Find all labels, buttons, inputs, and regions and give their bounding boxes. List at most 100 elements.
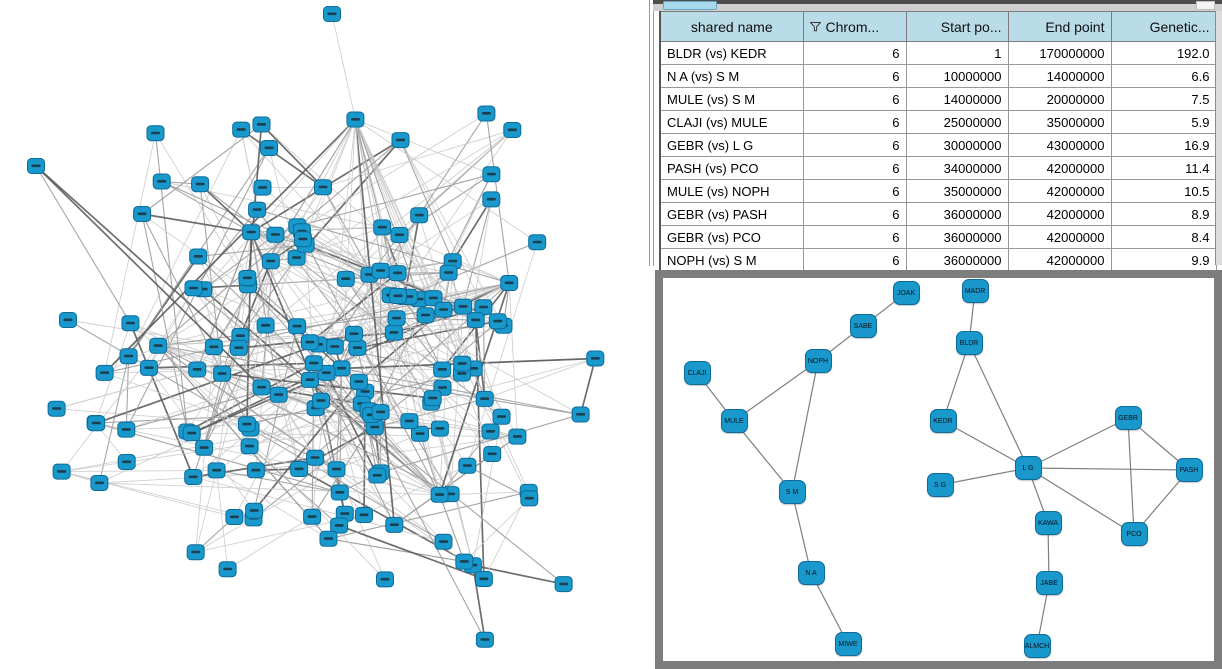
cell-genetic[interactable]: 192.0 [1110,41,1217,65]
network-edge [270,260,336,347]
cell-genetic[interactable]: 6.6 [1110,64,1217,88]
cell-genetic[interactable]: 8.4 [1110,225,1217,249]
cell-genetic[interactable]: 9.9 [1110,248,1217,273]
cell-start_point[interactable]: 35000000 [905,179,1009,203]
cell-shared_name[interactable]: MULE (vs) NOPH [659,179,804,203]
cell-shared_name[interactable]: CLAJI (vs) MULE [659,110,804,134]
cell-end_point[interactable]: 42000000 [1007,248,1112,273]
cell-chromosome[interactable]: 6 [802,64,907,88]
cell-shared_name[interactable]: NOPH (vs) S M [659,248,804,273]
graph-node-MULE[interactable]: MULE [720,409,748,433]
cell-chromosome[interactable]: 6 [802,225,907,249]
table-tab-fragment[interactable] [663,1,717,10]
table-row[interactable]: MULE (vs) S M 6 14000000 20000000 7.5 [659,87,1217,111]
graph-node-KAWA[interactable]: KAWA [1034,511,1062,535]
network-node-label [414,213,424,217]
cell-genetic[interactable]: 5.9 [1110,110,1217,134]
column-header-end_point[interactable]: End point [1007,11,1112,42]
graph-node-BLDR[interactable]: BLDR [955,331,983,355]
cell-start_point[interactable]: 25000000 [905,110,1009,134]
main-network-view[interactable] [0,0,648,669]
cell-chromosome[interactable]: 6 [802,87,907,111]
cell-start_point[interactable]: 30000000 [905,133,1009,157]
cell-end_point[interactable]: 42000000 [1007,179,1112,203]
cell-genetic[interactable]: 8.9 [1110,202,1217,226]
cell-end_point[interactable]: 43000000 [1007,133,1112,157]
graph-node-PASH[interactable]: PASH [1175,458,1203,482]
cell-start_point[interactable]: 34000000 [905,156,1009,180]
cell-genetic[interactable]: 10.5 [1110,179,1217,203]
graph-node-SABE[interactable]: SABE [849,314,877,338]
table-row[interactable]: PASH (vs) PCO 6 34000000 42000000 11.4 [659,156,1217,180]
table-row[interactable]: MULE (vs) NOPH 6 35000000 42000000 10.5 [659,179,1217,203]
cell-genetic[interactable]: 11.4 [1110,156,1217,180]
table-row[interactable]: GEBR (vs) L G 6 30000000 43000000 16.9 [659,133,1217,157]
network-node-label [31,164,41,168]
column-header-shared_name[interactable]: shared name [659,11,804,42]
cell-shared_name[interactable]: GEBR (vs) PASH [659,202,804,226]
graph-node-LG[interactable]: L G [1014,456,1042,480]
graph-node-NA[interactable]: N A [797,561,825,585]
cell-chromosome[interactable]: 6 [802,133,907,157]
cell-shared_name[interactable]: N A (vs) S M [659,64,804,88]
cell-chromosome[interactable]: 6 [802,156,907,180]
graph-node-GEBR[interactable]: GEBR [1114,406,1142,430]
cell-chromosome[interactable]: 6 [802,248,907,273]
cell-shared_name[interactable]: BLDR (vs) KEDR [659,41,804,65]
column-header-start_point[interactable]: Start po... [905,11,1009,42]
table-row[interactable]: GEBR (vs) PCO 6 36000000 42000000 8.4 [659,225,1217,249]
graph-node-ALMCH[interactable]: ALMCH [1023,634,1051,658]
graph-node-KEDR[interactable]: KEDR [929,409,957,433]
cell-chromosome[interactable]: 6 [802,110,907,134]
graph-node-PCO[interactable]: PCO [1120,522,1148,546]
table-row[interactable]: CLAJI (vs) MULE 6 25000000 35000000 5.9 [659,110,1217,134]
network-node-label [458,305,468,308]
panel-splitter-line[interactable] [649,0,650,266]
cell-genetic[interactable]: 7.5 [1110,87,1217,111]
table-row[interactable]: GEBR (vs) PASH 6 36000000 42000000 8.9 [659,202,1217,226]
graph-node-MADR[interactable]: MADR [961,279,989,303]
cell-end_point[interactable]: 42000000 [1007,202,1112,226]
detail-network-panel[interactable]: JOAK MADR SABE BLDR NOPH CLAJI GEBR MULE KEDR L G… [655,270,1222,669]
cell-end_point[interactable]: 14000000 [1007,64,1112,88]
table-scroll-button-fragment[interactable] [1196,1,1215,10]
network-edge [141,213,252,234]
graph-node-SG[interactable]: S G [926,473,954,497]
cell-end_point[interactable]: 20000000 [1007,87,1112,111]
graph-node-CLAJI[interactable]: CLAJI [683,361,711,385]
cell-start_point[interactable]: 36000000 [905,202,1009,226]
table-row[interactable]: NOPH (vs) S M 6 36000000 42000000 9.9 [659,248,1217,273]
cell-end_point[interactable]: 42000000 [1007,225,1112,249]
network-node-label [341,277,351,280]
cell-shared_name[interactable]: GEBR (vs) L G [659,133,804,157]
cell-end_point[interactable]: 42000000 [1007,156,1112,180]
cell-chromosome[interactable]: 6 [802,179,907,203]
column-header-genetic[interactable]: Genetic... [1110,11,1217,42]
table-row[interactable]: N A (vs) S M 6 10000000 14000000 6.6 [659,64,1217,88]
graph-node-JABE[interactable]: JABE [1035,571,1063,595]
column-header-chromosome[interactable]: Chrom... [802,11,907,42]
filter-funnel-icon[interactable] [809,21,821,32]
table-vertical-scrollbar[interactable] [1215,11,1222,265]
cell-start_point[interactable]: 36000000 [905,248,1009,273]
panel-splitter-line[interactable] [653,0,654,266]
network-node-label [330,345,340,348]
network-edge [472,416,502,566]
cell-start_point[interactable]: 10000000 [905,64,1009,88]
cell-chromosome[interactable]: 6 [802,202,907,226]
graph-node-JOAK[interactable]: JOAK [892,281,920,305]
graph-node-SM[interactable]: S M [778,480,806,504]
cell-start_point[interactable]: 36000000 [905,225,1009,249]
cell-chromosome[interactable]: 6 [802,41,907,65]
graph-node-NOPH[interactable]: NOPH [804,349,832,373]
graph-node-MIWE[interactable]: MIWE [834,632,862,656]
cell-shared_name[interactable]: GEBR (vs) PCO [659,225,804,249]
cell-end_point[interactable]: 35000000 [1007,110,1112,134]
cell-start_point[interactable]: 1 [905,41,1009,65]
cell-start_point[interactable]: 14000000 [905,87,1009,111]
cell-end_point[interactable]: 170000000 [1007,41,1112,65]
cell-genetic[interactable]: 16.9 [1110,133,1217,157]
cell-shared_name[interactable]: MULE (vs) S M [659,87,804,111]
cell-shared_name[interactable]: PASH (vs) PCO [659,156,804,180]
table-row[interactable]: BLDR (vs) KEDR 6 1 170000000 192.0 [659,41,1217,65]
